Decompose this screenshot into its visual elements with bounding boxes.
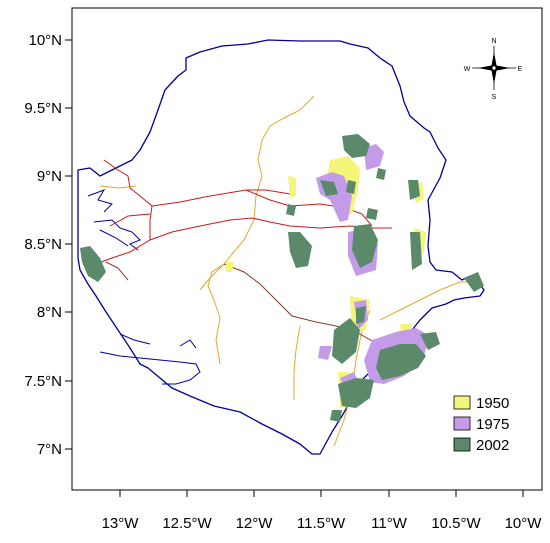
y-tick-label: 8.5°N [24, 236, 62, 253]
x-tick-label: 12°W [236, 515, 274, 532]
y-tick-label: 8°N [37, 304, 62, 321]
compass-rose: N S E W [464, 38, 523, 101]
x-axis: 13°W 12.5°W 12°W 11.5°W 11°W 10.5°W 10°W [102, 490, 543, 532]
legend-swatch [453, 437, 471, 452]
x-tick-label: 10°W [505, 515, 543, 532]
legend-label: 1950 [476, 395, 509, 412]
x-tick-label: 11.5°W [297, 515, 346, 532]
legend-swatch [453, 416, 471, 431]
land-cover-patches [80, 134, 484, 422]
x-tick-label: 13°W [102, 515, 140, 532]
y-axis: 10°N 9.5°N 9°N 8.5°N 8°N 7.5°N 7°N [24, 32, 72, 458]
y-tick-label: 7°N [37, 441, 62, 458]
compass-west-label: W [464, 66, 471, 73]
primary-roads [95, 159, 392, 265]
legend: 1950 1975 2002 [453, 395, 509, 454]
legend-label: 2002 [476, 437, 509, 454]
compass-east-label: E [518, 66, 523, 73]
x-tick-label: 12.5°W [162, 515, 212, 532]
y-tick-label: 10°N [28, 32, 62, 49]
coastal-creeks [87, 189, 201, 385]
legend-swatch [453, 395, 471, 410]
tertiary-roads [105, 261, 389, 359]
legend-label: 1975 [476, 416, 509, 433]
y-tick-label: 7.5°N [24, 373, 62, 390]
y-tick-label: 9°N [37, 168, 62, 185]
y-tick-label: 9.5°N [24, 100, 62, 117]
x-tick-label: 11°W [371, 515, 408, 532]
x-tick-label: 10.5°W [431, 515, 481, 532]
compass-south-label: S [492, 94, 497, 101]
compass-north-label: N [491, 38, 496, 45]
plot-frame [71, 7, 543, 491]
